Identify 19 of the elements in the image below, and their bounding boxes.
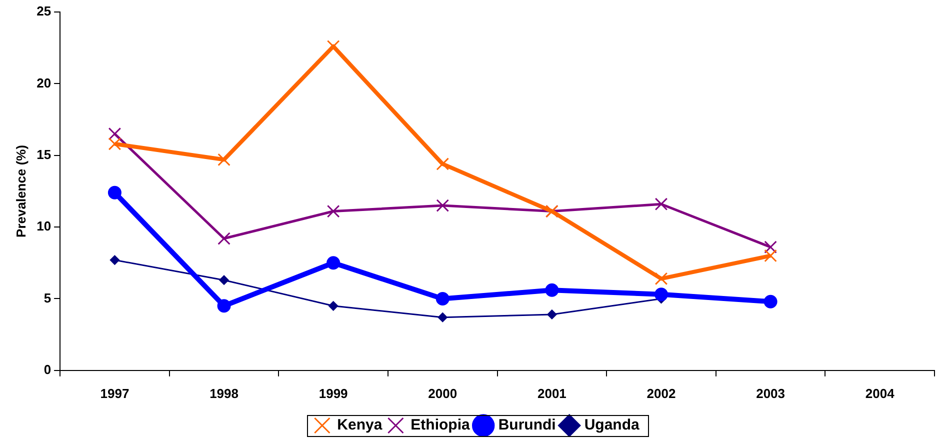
- y-axis-title: Prevalence (%): [13, 144, 28, 238]
- y-tick-label: 0: [44, 362, 52, 377]
- x-tick-label: 2004: [865, 386, 896, 401]
- y-tick-label: 25: [36, 4, 52, 19]
- y-tick-label: 15: [36, 146, 52, 162]
- y-tick-label: 5: [44, 290, 52, 306]
- x-tick-label: 2003: [756, 386, 786, 401]
- x-tick-label: 2000: [428, 386, 458, 401]
- x-tick-label: 1997: [100, 386, 130, 401]
- y-tick-label: 20: [36, 75, 52, 90]
- x-tick-label: 1998: [210, 386, 238, 401]
- legend-label: Uganda: [584, 416, 640, 434]
- y-tick-label: 10: [36, 218, 52, 234]
- legend-label: Burundi: [498, 416, 556, 434]
- x-tick-label: 2001: [537, 386, 566, 401]
- x-tick-label: 1999: [318, 386, 348, 401]
- legend-label: Ethiopia: [410, 416, 471, 434]
- x-tick-label: 2002: [646, 386, 676, 401]
- legend-label: Kenya: [337, 416, 383, 434]
